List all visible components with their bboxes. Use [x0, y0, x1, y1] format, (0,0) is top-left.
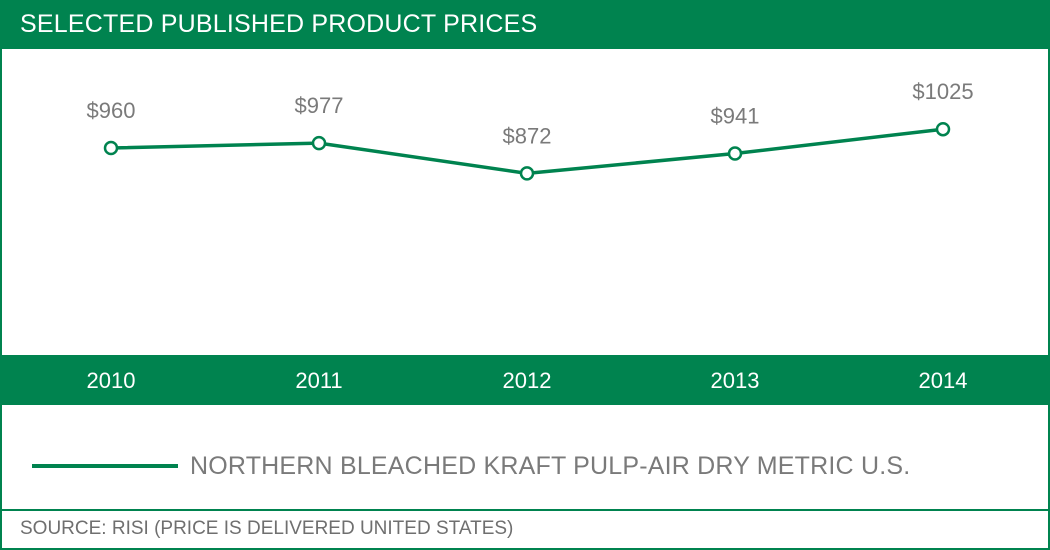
data-label-2013: $941 — [711, 104, 760, 129]
data-label-2012: $872 — [503, 123, 552, 148]
x-tick-2010: 2010 — [86, 368, 136, 393]
legend-label: NORTHERN BLEACHED KRAFT PULP-AIR DRY MET… — [190, 452, 911, 480]
legend: NORTHERN BLEACHED KRAFT PULP-AIR DRY MET… — [2, 405, 1050, 510]
data-point-2010 — [103, 140, 119, 156]
source-row: SOURCE: RISI (PRICE IS DELIVERED UNITED … — [2, 509, 1050, 550]
legend-line-swatch — [32, 464, 178, 468]
data-point-2012 — [519, 166, 535, 181]
data-label-2014: $1025 — [912, 79, 973, 104]
data-points — [103, 121, 951, 181]
data-point-2011 — [311, 135, 327, 151]
data-label-2010: $960 — [87, 98, 136, 123]
header-bar: SELECTED PUBLISHED PRODUCT PRICES — [2, 0, 1050, 49]
data-label-2011: $977 — [295, 93, 344, 118]
x-tick-2012: 2012 — [502, 368, 552, 393]
data-point-2013 — [727, 146, 743, 161]
x-tick-2013: 2013 — [710, 368, 760, 393]
x-axis-bar: 2010 2011 2012 2013 2014 — [2, 355, 1050, 405]
chart-title: SELECTED PUBLISHED PRODUCT PRICES — [20, 10, 538, 38]
source-note: SOURCE: RISI (PRICE IS DELIVERED UNITED … — [20, 518, 514, 539]
x-tick-2014: 2014 — [918, 368, 968, 393]
data-labels: $960 $977 $872 $941 $1025 — [87, 79, 974, 148]
data-point-2014 — [935, 121, 951, 137]
x-tick-2011: 2011 — [295, 368, 343, 393]
plot-area: $960 $977 $872 $941 $1025 — [87, 79, 974, 181]
